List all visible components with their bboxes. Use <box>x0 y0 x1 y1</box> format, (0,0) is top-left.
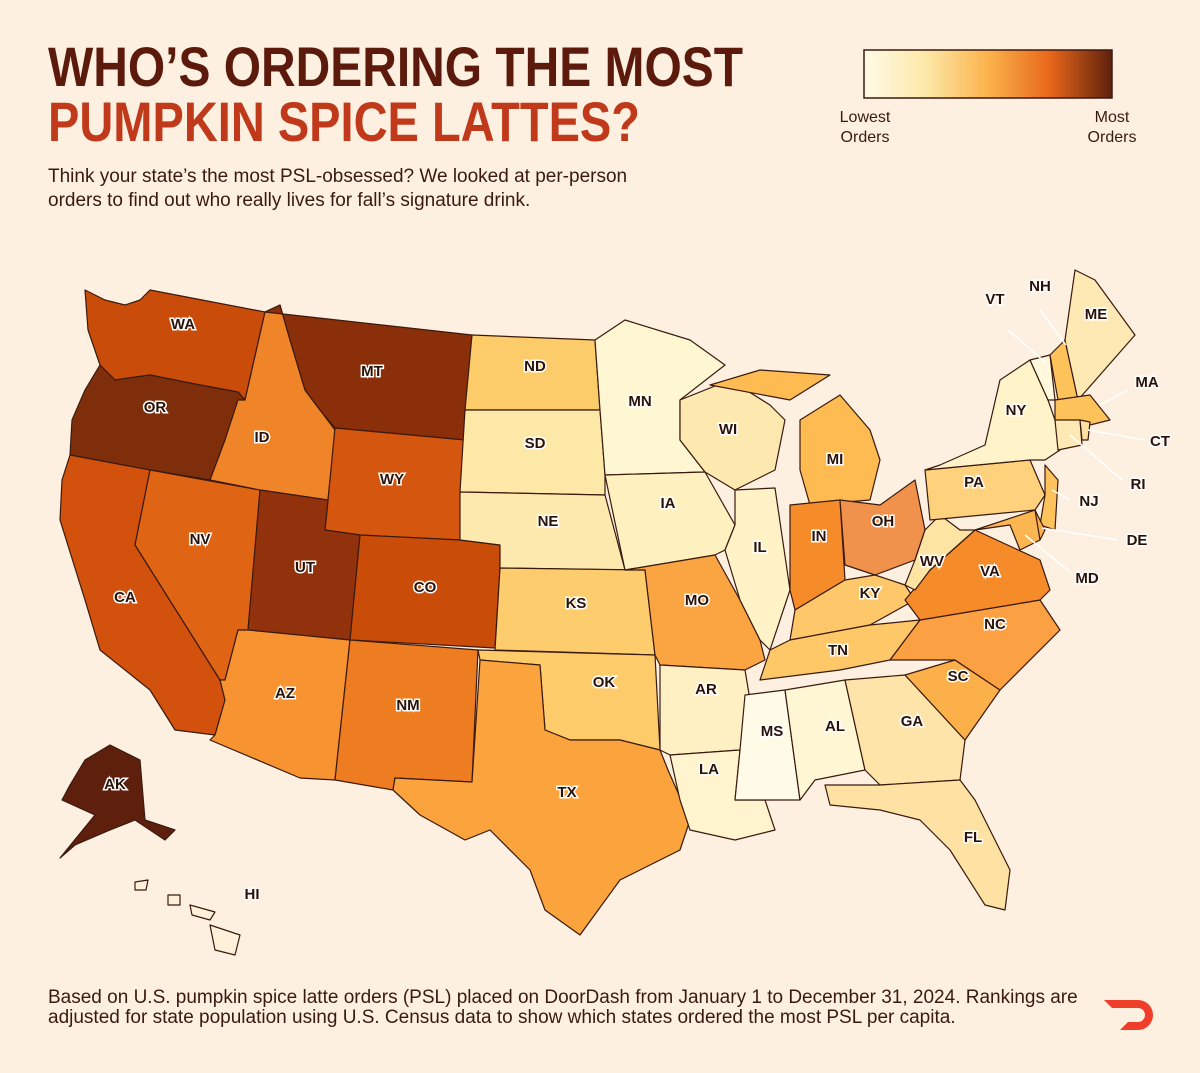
state-label: CA <box>114 589 136 606</box>
subtitle-line-1: Think your state’s the most PSL-obsessed… <box>48 166 627 187</box>
state <box>59 744 176 859</box>
state <box>134 879 241 956</box>
state-label: OK <box>593 674 616 691</box>
subtitle-line-2: orders to find out who really lives for … <box>48 190 530 211</box>
state-label: ID <box>255 429 270 446</box>
map: WA OR CA NV ID MT WY UT CO AZ NM ND SD NE KS OK TX MN IA MO… <box>59 269 1172 956</box>
title-line-1: WHO’S ORDERING THE MOST <box>48 35 743 98</box>
state-label: MS <box>761 723 784 740</box>
state-label: RI <box>1131 476 1146 493</box>
title-line-2: PUMPKIN SPICE LATTES? <box>48 90 640 153</box>
state-label: CO <box>414 579 437 596</box>
state <box>1054 394 1111 426</box>
state-label: KY <box>860 585 881 602</box>
logo <box>1104 1000 1153 1030</box>
state-label: SC <box>948 668 969 685</box>
leader-lines <box>1007 309 1146 573</box>
state-label: MN <box>628 393 651 410</box>
state-label: WA <box>171 316 195 333</box>
legend-high: Orders <box>1088 129 1137 146</box>
state <box>824 779 1011 911</box>
state-label: MA <box>1135 374 1158 391</box>
state-label: AR <box>695 681 717 698</box>
footnote: adjusted for state population using U.S.… <box>48 1007 956 1028</box>
state-label: AZ <box>275 685 295 702</box>
state-label: KS <box>566 595 587 612</box>
state-label: TN <box>828 642 848 659</box>
state-label: SD <box>525 435 546 452</box>
state-label: ME <box>1085 306 1108 323</box>
state-label: NJ <box>1079 493 1098 510</box>
state-label: DE <box>1127 532 1148 549</box>
state-label: VA <box>980 563 1000 580</box>
state-label: CT <box>1150 433 1170 450</box>
state-label: PA <box>964 474 984 491</box>
state <box>659 664 751 756</box>
state <box>1064 269 1136 401</box>
state-label: NY <box>1006 402 1027 419</box>
state <box>624 554 766 671</box>
state-label: MT <box>361 363 383 380</box>
state-label: AL <box>825 718 845 735</box>
state-label: IN <box>812 528 827 545</box>
state-label: MD <box>1075 570 1098 587</box>
state-label: WV <box>920 553 944 570</box>
state-label: IA <box>661 495 676 512</box>
state-label: AK <box>104 776 126 793</box>
state <box>724 487 791 651</box>
state-label: WI <box>719 421 737 438</box>
state-label: FL <box>964 829 982 846</box>
state <box>784 679 866 801</box>
state-label: NM <box>396 697 419 714</box>
state-label: MO <box>685 592 709 609</box>
legend-gradient <box>863 49 1113 99</box>
legend-low: Orders <box>841 129 890 146</box>
state-label: OR <box>144 399 167 416</box>
state-label: NV <box>190 531 211 548</box>
state <box>709 369 881 506</box>
state-label: MI <box>827 451 844 468</box>
state-label: VT <box>985 291 1004 308</box>
state-label: NE <box>538 513 559 530</box>
state <box>974 509 1041 551</box>
state-label: GA <box>901 713 924 730</box>
state-label: ND <box>524 358 546 375</box>
state-label: NC <box>984 616 1006 633</box>
footnote: Based on U.S. pumpkin spice latte orders… <box>48 987 1078 1008</box>
state-label: OH <box>872 513 895 530</box>
legend-high: Most <box>1095 109 1130 126</box>
state <box>1079 419 1091 441</box>
state-label: NH <box>1029 278 1051 295</box>
legend-low: Lowest <box>840 109 891 126</box>
state <box>924 459 1046 521</box>
state <box>459 409 606 496</box>
state-label: UT <box>295 559 315 576</box>
state-label: IL <box>753 539 766 556</box>
state-label: LA <box>699 761 719 778</box>
state <box>392 659 691 936</box>
state <box>1054 419 1083 451</box>
state <box>334 639 479 791</box>
state-label: HI <box>245 886 260 903</box>
state-label: TX <box>557 784 576 801</box>
state-label: WY <box>380 471 404 488</box>
state <box>1039 464 1059 531</box>
